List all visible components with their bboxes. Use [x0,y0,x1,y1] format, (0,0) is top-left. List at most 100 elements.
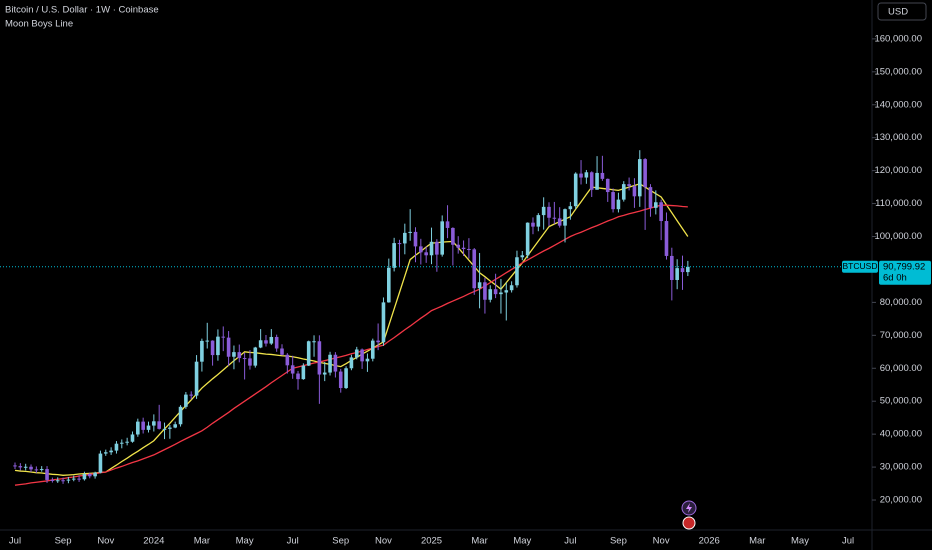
candle-body [23,466,28,468]
candle-body [13,465,17,467]
countdown-label: 6d 0h [883,272,907,283]
icon[interactable] [682,516,696,530]
candle-body [184,394,188,407]
candle-body [600,172,605,179]
x-tick-label: Nov [97,536,114,547]
candle-body [419,246,423,253]
candle-body [589,172,594,190]
candle-body [322,372,327,375]
candle-body [98,453,103,473]
candle-body [232,352,236,357]
price-label: 90,799.92 [883,261,925,272]
candle-body [306,341,311,366]
candle-body [296,373,300,380]
candle-body [403,232,407,244]
candle-body [103,452,108,454]
candle-body [563,209,567,226]
y-tick-label: 70,000.00 [880,330,922,341]
candle-body [45,469,49,480]
y-tick-label: 30,000.00 [880,462,922,473]
candle-body [621,184,626,200]
candle-body [50,479,55,481]
candle-body [285,354,290,366]
y-tick-label: 60,000.00 [880,363,922,374]
x-tick-label: Nov [375,536,392,547]
candle-body [237,352,242,359]
x-tick-label: May [791,536,809,547]
x-tick-label: 2025 [421,536,442,547]
candle-body [370,340,375,359]
candle-body [274,336,279,349]
candle-body [435,241,439,255]
x-tick-label: May [513,536,531,547]
y-tick-label: 80,000.00 [880,297,922,308]
chart-title: Bitcoin / U.S. Dollar · 1W · Coinbase [5,5,159,16]
y-tick-label: 140,000.00 [874,99,922,110]
symbol-label: BTCUSD [843,261,878,271]
candle-body [216,336,220,356]
candle-body [584,172,589,178]
candle-body [499,292,503,295]
candle-body [568,206,573,210]
candle-body [541,206,546,216]
candle-body [109,450,113,453]
icon-glyph [686,503,692,513]
candle-body [328,354,332,373]
candle-body [200,340,204,362]
x-tick-label: Nov [653,536,670,547]
candle-body [595,172,599,190]
candle-body [125,441,129,443]
candle-body [467,249,471,251]
candle-body [456,244,461,248]
candle-body [616,199,621,210]
currency-button[interactable] [877,2,927,21]
candle-body [637,159,642,197]
currency-label[interactable]: USD [888,7,908,18]
candle-body [71,478,76,480]
candle-body [146,425,151,430]
candle-body [39,469,44,471]
x-tick-label: Jul [9,536,21,547]
x-tick-label: Mar [471,536,487,547]
candle-body [680,268,685,273]
candle-body [424,252,428,256]
candle-body [504,290,509,293]
candle-body [189,394,194,396]
candle-body [461,247,466,250]
candle-body [61,480,65,482]
candle-body [120,442,124,444]
candle-body [141,421,145,430]
y-tick-label: 110,000.00 [875,198,922,209]
candle-body [654,202,658,208]
candle-body [675,268,679,280]
candle-body [670,255,674,280]
x-tick-label: 2024 [143,536,164,547]
x-tick-label: Mar [194,536,210,547]
candle-body [392,243,396,268]
y-tick-label: 20,000.00 [880,495,922,506]
candle-body [162,428,167,430]
candle-body [627,184,631,187]
candle-body [136,421,140,435]
candle-body [77,478,81,480]
x-tick-label: Jul [287,536,299,547]
candle-body [354,349,359,358]
symbol-box [842,260,878,273]
bottom-icons [681,500,697,530]
candle-body [445,221,450,228]
x-tick-label: May [236,536,254,547]
candle-body [472,249,477,289]
candle-body [248,358,252,366]
candle-body [87,474,92,477]
x-tick-label: Sep [332,536,349,547]
candle-body [301,365,306,380]
candle-body [317,341,322,375]
candle-body [312,341,316,343]
candle-body [264,340,268,344]
candle-body [66,479,71,481]
candle-body [686,266,690,273]
candle-body [413,231,418,247]
candle-body [157,421,161,429]
